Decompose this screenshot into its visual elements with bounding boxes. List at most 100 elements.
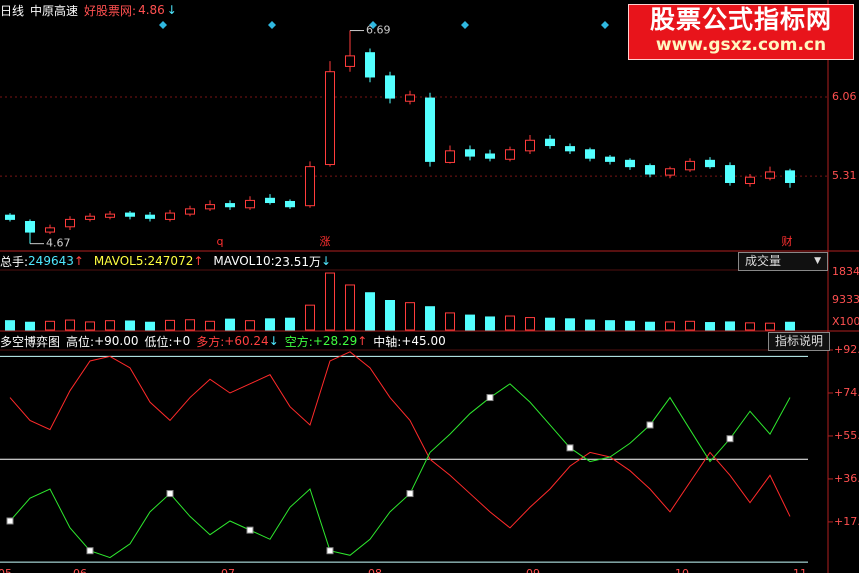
candle-body — [105, 213, 115, 218]
signal-point — [486, 394, 494, 402]
candle-body — [785, 170, 795, 183]
item-value: +0 — [172, 334, 191, 348]
item-name: 总手: — [0, 254, 29, 269]
event-marker: 涨 — [320, 235, 331, 248]
candle-body — [725, 165, 735, 183]
item-name: MAVOL5: — [93, 254, 148, 268]
source: 好股票网: — [84, 3, 137, 18]
x-tick-label: 08 — [368, 567, 382, 573]
candle-body — [545, 138, 555, 147]
indicator-line — [9, 351, 791, 529]
volume-bar — [505, 315, 515, 331]
candle-body — [205, 204, 215, 210]
candle-body — [145, 214, 155, 219]
volume-bar — [265, 318, 275, 331]
volume-bar — [365, 292, 375, 331]
volume-bar — [225, 318, 235, 331]
volume-bar — [325, 272, 335, 331]
signal-point — [246, 526, 254, 534]
volume-axis-label: 9333 — [832, 293, 859, 306]
item-value: 249643 — [28, 254, 74, 268]
indicator-title: 多空博弈图 — [0, 334, 61, 349]
button-label: 指标说明 — [775, 334, 824, 348]
candle-body — [645, 165, 655, 175]
volume-bar — [525, 317, 535, 331]
volume-bar — [665, 321, 675, 331]
watermark-url: www.gsxz.com.cn — [655, 35, 827, 55]
item-arrow: ↑ — [357, 334, 368, 348]
volume-bar — [645, 321, 655, 331]
candle-body — [685, 160, 695, 171]
volume-bar — [625, 320, 635, 331]
item-arrow: ↑ — [73, 254, 84, 268]
volume-bar — [485, 316, 495, 331]
x-tick-label: 05 — [0, 567, 12, 573]
item-arrow: ↑ — [193, 254, 204, 268]
item-value: +90.00 — [94, 334, 139, 348]
candle-body — [45, 227, 55, 233]
y-tick-label: +36.4 — [834, 472, 859, 485]
volume-bar — [465, 314, 475, 331]
candle-body — [565, 146, 575, 152]
volume-bar — [685, 320, 695, 331]
volume-bar — [705, 322, 715, 331]
volume-bar — [305, 304, 315, 331]
candle-body — [445, 150, 455, 163]
price-annotation: 6.69 — [366, 24, 391, 37]
y-tick-label: 5.31 — [832, 169, 857, 182]
signal-point — [86, 547, 94, 555]
help-button[interactable]: 指标说明 — [768, 332, 831, 351]
select-label: 成交量 — [745, 254, 782, 268]
y-tick-label: +55.2 — [834, 429, 859, 442]
candle-body — [765, 171, 775, 179]
item-value: +28.29 — [312, 334, 358, 348]
candle-body — [25, 221, 35, 233]
candle-body — [5, 214, 15, 220]
candle-body — [245, 199, 255, 209]
volume-bar — [425, 306, 435, 331]
candle-body — [465, 149, 475, 157]
volume-bar — [725, 321, 735, 331]
signal-point — [326, 547, 334, 555]
item-value: 247072 — [147, 254, 194, 268]
volume-bar — [25, 321, 35, 331]
volume-axis-label: 1834 — [832, 265, 859, 278]
event-marker: q — [217, 235, 224, 248]
y-tick-label: +92.8 — [834, 343, 859, 356]
volume-bar — [5, 320, 15, 331]
candle-body — [625, 159, 635, 168]
volume-bar — [185, 319, 195, 331]
candle-body — [365, 52, 375, 78]
candle-body — [585, 149, 595, 159]
y-tick-label: +74.0 — [834, 386, 859, 399]
volume-bar — [565, 318, 575, 331]
volume-bar — [545, 317, 555, 331]
volume-bar — [125, 320, 135, 331]
candle-body — [225, 203, 235, 208]
signal-point — [646, 421, 654, 429]
candle-body — [665, 168, 675, 176]
watermark: 股票公式指标网 www.gsxz.com.cn — [628, 4, 854, 60]
item-arrow: ↓ — [268, 334, 279, 348]
stock-name: 中原高速 — [30, 3, 79, 18]
candle-body — [65, 218, 75, 228]
candle-body — [385, 75, 395, 99]
item-name: 低位: — [144, 334, 173, 349]
y-tick-label: 6.06 — [832, 90, 857, 103]
indicator-header: 多空博弈图 高位: +90.00 低位: +0 多方: +60.24 ↓ 空方: +28.29 ↑ 中… — [0, 332, 446, 350]
signal-point — [6, 517, 14, 525]
candle-body — [405, 94, 415, 102]
candle-body — [125, 212, 135, 217]
item-name: 空方: — [284, 334, 313, 349]
volume-bar — [765, 322, 775, 331]
volume-axis-label: X100 — [832, 315, 859, 328]
item-name: MAVOL10: — [213, 254, 275, 268]
item-name: 多方: — [196, 334, 225, 349]
candle-body — [165, 212, 175, 220]
indicator-select[interactable]: 成交量 ▼ — [738, 252, 828, 271]
item-name: 高位: — [66, 334, 95, 349]
candle-body — [705, 159, 715, 168]
candle-body — [605, 156, 615, 162]
volume-bar — [405, 302, 415, 331]
